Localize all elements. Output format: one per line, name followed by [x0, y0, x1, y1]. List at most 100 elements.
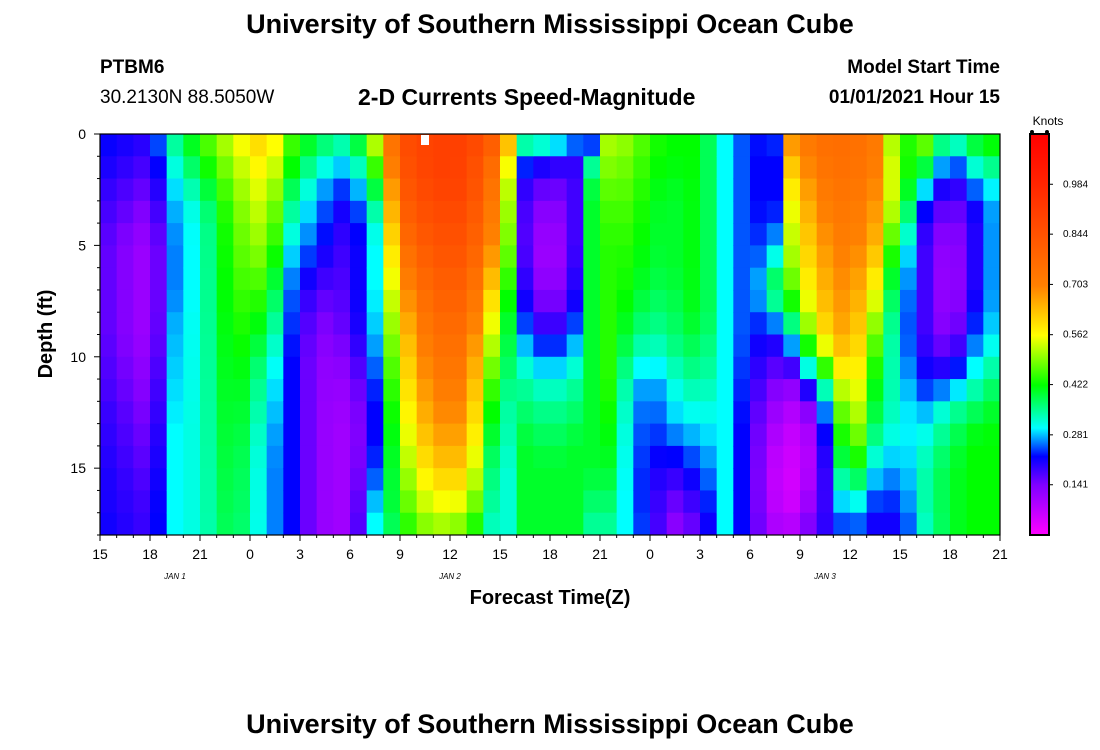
- heatmap-cell: [766, 468, 784, 492]
- heatmap-cell: [966, 134, 984, 157]
- heatmap-cell: [433, 267, 451, 291]
- heatmap-cell: [866, 401, 884, 425]
- heatmap-cell: [683, 356, 701, 380]
- heatmap-cell: [783, 267, 801, 291]
- colorbar-unit: Knots: [1033, 114, 1064, 128]
- heatmap-cell: [566, 356, 584, 380]
- heatmap-cell: [200, 245, 218, 269]
- heatmap-cell: [283, 512, 301, 535]
- heatmap-cell: [483, 245, 501, 269]
- heatmap-cell: [516, 445, 534, 469]
- heatmap-cell: [400, 468, 418, 492]
- heatmap-cell: [283, 178, 301, 202]
- heatmap-cell: [616, 178, 634, 202]
- heatmap-cell: [266, 200, 284, 224]
- heatmap-cell: [550, 178, 568, 202]
- heatmap-cell: [300, 401, 318, 425]
- heatmap-cell: [116, 445, 134, 469]
- heatmap-cell: [100, 245, 118, 269]
- heatmap-cell: [200, 379, 218, 402]
- heatmap-cell: [600, 267, 618, 291]
- heatmap-cell: [200, 223, 218, 246]
- heatmap-cell: [683, 468, 701, 492]
- heatmap-cell: [333, 468, 351, 492]
- heatmap-cell: [716, 267, 734, 291]
- heatmap-cell: [833, 490, 851, 514]
- heatmap-cell: [750, 379, 768, 402]
- heatmap-cell: [400, 200, 418, 224]
- heatmap-cell: [416, 289, 434, 313]
- heatmap-cell: [116, 356, 134, 380]
- heatmap-cell: [466, 134, 484, 157]
- heatmap-cell: [616, 401, 634, 425]
- heatmap-cell: [416, 312, 434, 336]
- heatmap-cell: [183, 334, 201, 358]
- heatmap-cell: [350, 334, 368, 358]
- heatmap-cell: [250, 468, 268, 492]
- heatmap-cell: [516, 401, 534, 425]
- heatmap-cell: [233, 445, 251, 469]
- heatmap-cell: [600, 156, 618, 180]
- heatmap-cell: [783, 223, 801, 246]
- heatmap-cell: [950, 289, 968, 313]
- heatmap-cell: [316, 334, 334, 358]
- heatmap-cell: [333, 490, 351, 514]
- heatmap-cell: [983, 223, 1000, 246]
- x-tick-label: 15: [92, 546, 108, 562]
- heatmap-cell: [883, 178, 901, 202]
- heatmap-cell: [883, 356, 901, 380]
- heatmap-cell: [950, 156, 968, 180]
- heatmap-cell: [400, 289, 418, 313]
- heatmap-cell: [183, 267, 201, 291]
- heatmap-cell: [866, 156, 884, 180]
- heatmap-cell: [883, 334, 901, 358]
- heatmap-cell: [933, 289, 951, 313]
- heatmap-cell: [100, 178, 118, 202]
- heatmap-cell: [850, 490, 868, 514]
- heatmap-cell: [716, 445, 734, 469]
- heatmap-cell: [716, 156, 734, 180]
- heatmap-cell: [666, 267, 684, 291]
- heatmap-cell: [466, 401, 484, 425]
- heatmap-cell: [433, 245, 451, 269]
- heatmap-cell: [716, 356, 734, 380]
- heatmap-cell: [300, 423, 318, 447]
- colorbar-tick-label: 0.562: [1063, 330, 1088, 341]
- heatmap-cell: [433, 401, 451, 425]
- heatmap-cell: [950, 468, 968, 492]
- heatmap-cell: [750, 401, 768, 425]
- heatmap-cell: [316, 468, 334, 492]
- heatmap-cell: [850, 312, 868, 336]
- heatmap-cell: [216, 423, 234, 447]
- heatmap-cell: [350, 379, 368, 402]
- heatmap-cell: [933, 134, 951, 157]
- x-tick-label: 18: [942, 546, 958, 562]
- heatmap-cell: [333, 178, 351, 202]
- heatmap-cell: [100, 490, 118, 514]
- heatmap-cell: [900, 356, 918, 380]
- x-tick-label: 3: [296, 546, 304, 562]
- chart-subtitle: 2-D Currents Speed-Magnitude: [358, 84, 696, 110]
- heatmap-cell: [116, 423, 134, 447]
- heatmap-cell: [166, 267, 184, 291]
- heatmap-cell: [900, 245, 918, 269]
- heatmap-cell: [383, 200, 401, 224]
- heatmap-cell: [383, 356, 401, 380]
- colorbar-cap: [1045, 130, 1049, 134]
- heatmap-cell: [300, 356, 318, 380]
- heatmap-cell: [216, 401, 234, 425]
- heatmap-cell: [100, 312, 118, 336]
- heatmap-cell: [850, 200, 868, 224]
- heatmap-cell: [383, 512, 401, 535]
- heatmap-cell: [816, 289, 834, 313]
- heatmap-cell: [666, 401, 684, 425]
- heatmap-cell: [366, 334, 384, 358]
- heatmap-cell: [800, 512, 818, 535]
- heatmap-cell: [733, 156, 751, 180]
- heatmap-cell: [250, 334, 268, 358]
- heatmap-cell: [983, 267, 1000, 291]
- heatmap-cell: [166, 401, 184, 425]
- heatmap-cell: [533, 445, 551, 469]
- heatmap-cell: [283, 468, 301, 492]
- heatmap-cell: [133, 156, 151, 180]
